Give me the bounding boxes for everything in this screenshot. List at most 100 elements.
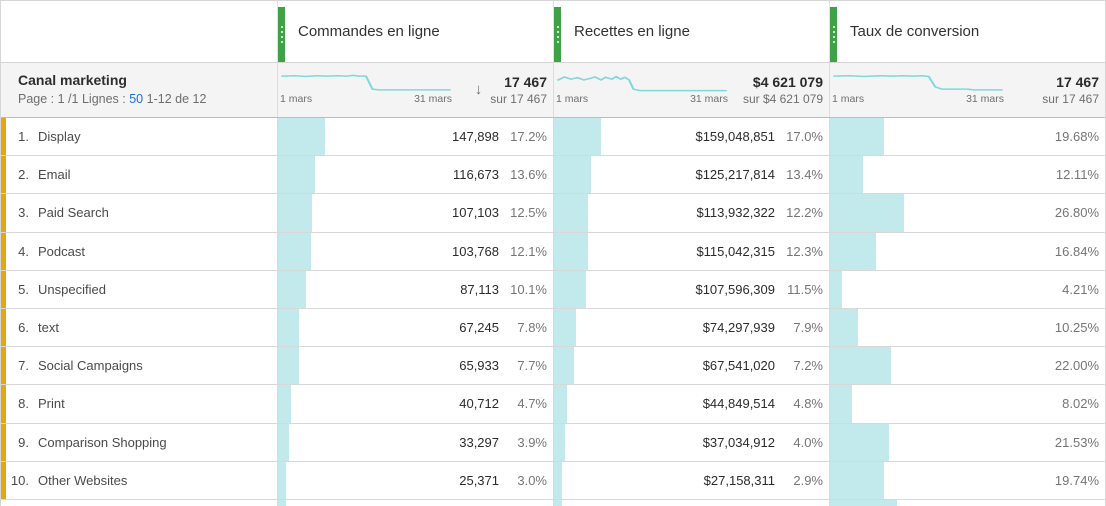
column-header-label: Taux de conversion	[850, 23, 980, 40]
row-label: Paid Search	[38, 205, 109, 221]
drag-handle-icon[interactable]	[278, 7, 285, 62]
row-label: Social Campaigns	[38, 358, 143, 374]
metric-total-value: 17 467	[1056, 74, 1099, 90]
row-label-cell[interactable]: 4. Podcast	[1, 232, 278, 270]
row-rank: 1.	[18, 129, 29, 145]
value-bar	[830, 194, 904, 232]
pagination: Page : 1 /1 Lignes : 50 1-12 de 12	[18, 92, 277, 106]
value-bar	[830, 347, 891, 385]
metric-cell-revenue[interactable]: $113,932,322 12.2%	[554, 194, 830, 232]
drag-handle-icon[interactable]	[830, 7, 837, 62]
metric-percent: 16.84%	[1054, 243, 1099, 259]
metric-value: 67,245	[459, 320, 499, 336]
metric-cell-revenue[interactable]: $37,034,912 4.0%	[554, 423, 830, 461]
metric-percent: 19.68%	[1054, 129, 1099, 145]
metric-cell-orders[interactable]: 25,371 3.0%	[278, 461, 554, 499]
row-label-cell[interactable]: 1. Display	[1, 118, 278, 156]
sparkline-chart	[281, 74, 451, 91]
metric-percent: 7.8%	[517, 320, 547, 336]
value-bar	[830, 270, 842, 308]
date-end: 31 mars	[414, 93, 452, 105]
metric-cell-conversion[interactable]: 19.68%	[830, 118, 1105, 156]
value-bar	[830, 118, 885, 156]
sparkline-chart	[833, 74, 1003, 91]
metric-cell-orders[interactable]: 147,898 17.2%	[278, 118, 554, 156]
metric-cell-conversion[interactable]: 10.25%	[830, 308, 1105, 347]
metric-value: 33,297	[459, 434, 499, 450]
row-label-cell[interactable]: 3. Paid Search	[1, 194, 278, 232]
metric-cell-orders[interactable]: 87,113 10.1%	[278, 270, 554, 308]
metric-cell-revenue[interactable]: $67,541,020 7.2%	[554, 347, 830, 385]
metric-value: 107,103	[452, 205, 499, 221]
metric-cell-conversion[interactable]: 4.21%	[830, 270, 1105, 308]
row-label-cell[interactable]: 8. Print	[1, 385, 278, 423]
metric-cell-orders[interactable]: 33,297 3.9%	[278, 423, 554, 461]
metric-value: 103,768	[452, 243, 499, 259]
metric-percent: 13.4%	[786, 167, 823, 183]
metric-cell-orders[interactable]: 40,712 4.7%	[278, 385, 554, 423]
value-bar	[830, 232, 877, 270]
value-bar	[554, 385, 568, 423]
metric-cell-conversion[interactable]: 19.74%	[830, 461, 1105, 499]
value-bar	[830, 423, 890, 461]
metric-percent: 2.9%	[793, 472, 823, 488]
metric-cell-orders[interactable]: 65,933 7.7%	[278, 347, 554, 385]
metric-cell-orders[interactable]: 67,245 7.8%	[278, 308, 554, 347]
metric-cell-revenue[interactable]: $74,297,939 7.9%	[554, 308, 830, 347]
column-headers-row: Commandes en ligne Recettes en ligne Taux …	[1, 1, 1105, 63]
row-label-cell[interactable]: 6. text	[1, 308, 278, 347]
selected-row-marker	[1, 423, 6, 461]
row-rank: 9.	[18, 434, 29, 450]
value-bar	[278, 232, 312, 270]
metric-percent: 7.9%	[793, 320, 823, 336]
row-label-cell[interactable]: 10. Other Websites	[1, 461, 278, 499]
value-bar	[554, 194, 588, 232]
column-header-conversion[interactable]: Taux de conversion	[830, 1, 1105, 62]
value-bar	[554, 118, 601, 156]
metric-cell-revenue[interactable]: $27,158,311 2.9%	[554, 461, 830, 499]
metric-percent: 22.00%	[1054, 358, 1099, 374]
metric-cell-conversion[interactable]: 22.00%	[830, 347, 1105, 385]
row-label: Unspecified	[38, 281, 106, 297]
row-rank: 3.	[18, 205, 29, 221]
column-header-revenue[interactable]: Recettes en ligne	[554, 1, 830, 62]
metric-cell-orders[interactable]: 116,673 13.6%	[278, 156, 554, 194]
metric-cell-conversion[interactable]: 16.84%	[830, 232, 1105, 270]
row-label-cell[interactable]: 2. Email	[1, 156, 278, 194]
metric-cell-revenue[interactable]: $125,217,814 13.4%	[554, 156, 830, 194]
metric-value: $125,217,814	[695, 167, 775, 183]
metric-cell-orders[interactable]: 103,768 12.1%	[278, 232, 554, 270]
sort-descending-icon[interactable]: ↓	[474, 80, 483, 98]
table-row: 3. Paid Search 107,103 12.5% $113,932,322 12.…	[1, 194, 1105, 233]
metric-cell-conversion[interactable]: 21.53%	[830, 423, 1105, 461]
metric-value: $67,541,020	[702, 358, 775, 374]
value-bar	[554, 232, 588, 270]
row-label-cell[interactable]: 9. Comparison Shopping	[1, 423, 278, 461]
metric-cell-orders[interactable]: 107,103 12.5%	[278, 194, 554, 232]
metric-cell-revenue[interactable]: $107,596,309 11.5%	[554, 270, 830, 308]
row-label-cell[interactable]: 7. Social Campaigns	[1, 347, 278, 385]
row-rank: 5.	[18, 281, 29, 297]
metric-summary-orders: 1 mars 31 mars ↓ 17 467 sur 17 467	[278, 63, 554, 117]
selected-row-marker	[1, 461, 6, 499]
column-header-orders[interactable]: Commandes en ligne	[278, 1, 554, 62]
metric-cell-revenue[interactable]: $44,849,514 4.8%	[554, 385, 830, 423]
rows-per-page-link[interactable]: 50	[129, 92, 144, 106]
metric-cell-conversion[interactable]: 8.02%	[830, 385, 1105, 423]
value-bar	[278, 118, 326, 156]
row-rank: 7.	[18, 358, 29, 374]
row-label-cell[interactable]: 5. Unspecified	[1, 270, 278, 308]
metric-total-value: $4 621 079	[752, 74, 823, 90]
metric-percent: 26.80%	[1054, 205, 1099, 221]
metric-value: $44,849,514	[702, 396, 775, 412]
metric-cell-revenue[interactable]: $159,048,851 17.0%	[554, 118, 830, 156]
selected-row-marker	[1, 385, 6, 423]
value-bar	[278, 461, 287, 499]
metric-cell-conversion[interactable]: 12.11%	[830, 156, 1105, 194]
row-label: Print	[38, 396, 65, 412]
row-rank: 10.	[10, 472, 29, 488]
metric-percent: 13.6%	[510, 167, 547, 183]
drag-handle-icon[interactable]	[554, 7, 561, 62]
metric-cell-revenue[interactable]: $115,042,315 12.3%	[554, 232, 830, 270]
metric-cell-conversion[interactable]: 26.80%	[830, 194, 1105, 232]
